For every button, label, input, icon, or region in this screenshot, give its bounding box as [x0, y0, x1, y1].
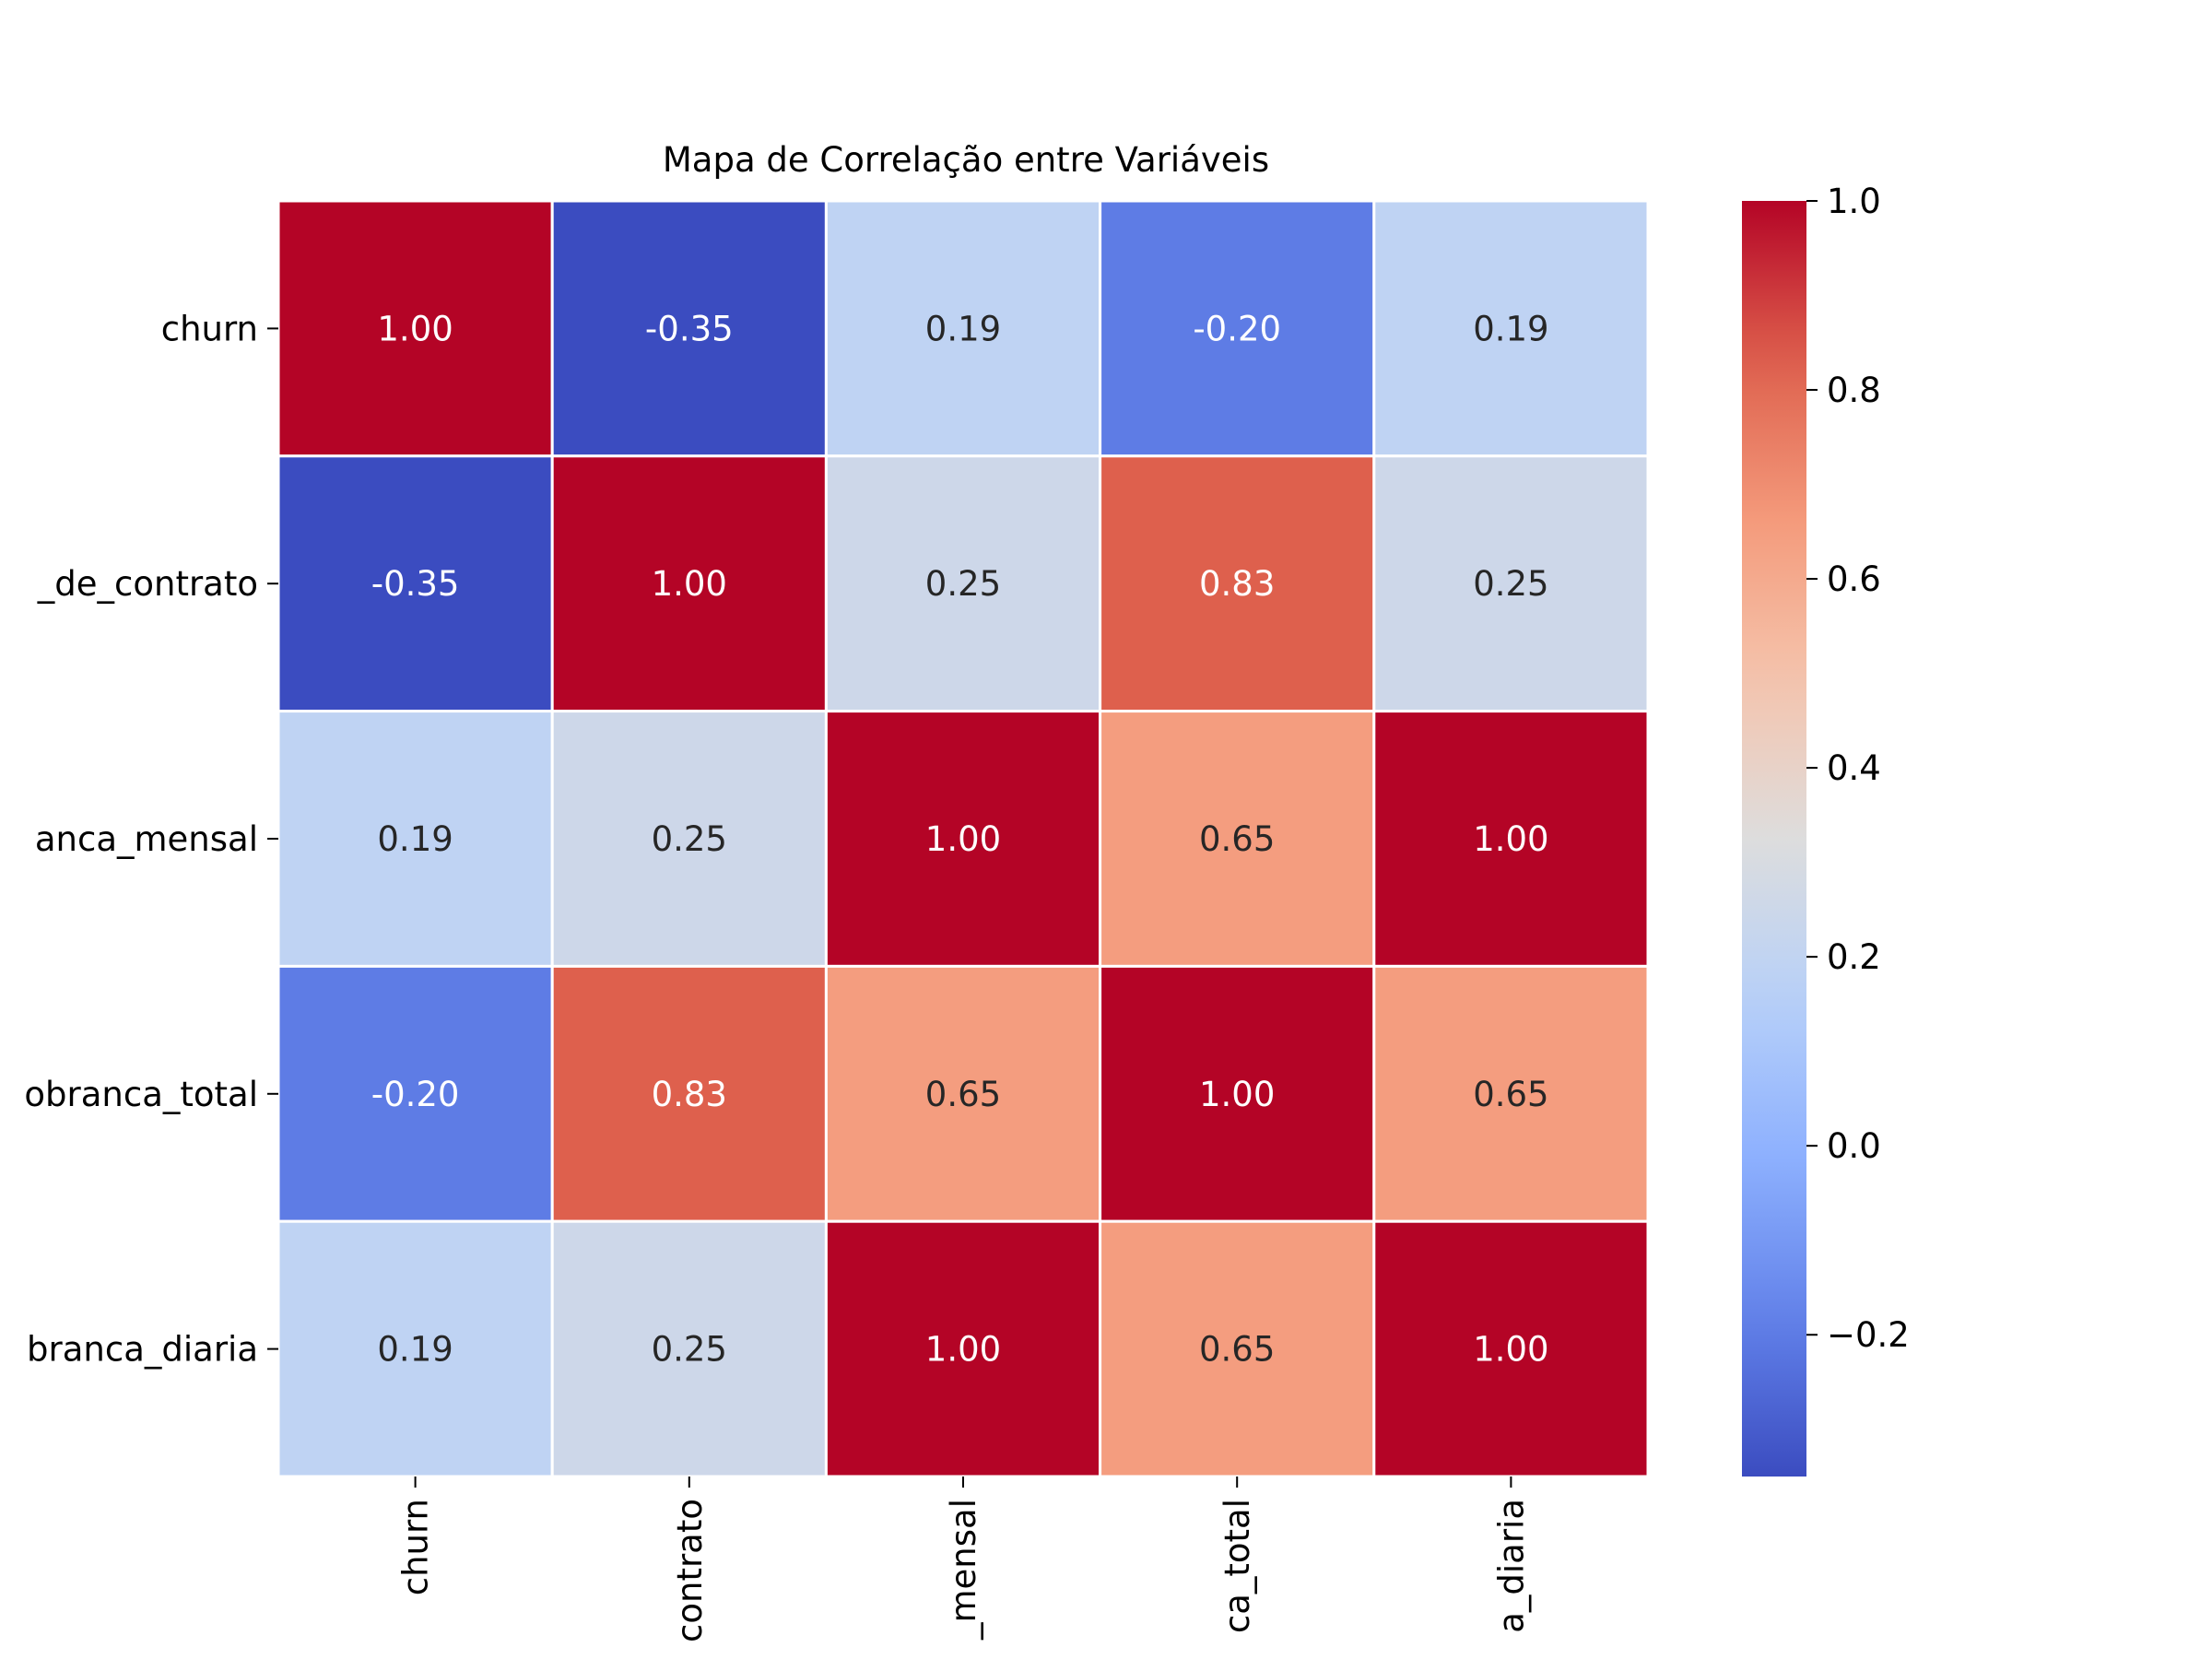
- colorbar-tick-label-1: 0.0: [1827, 1126, 1881, 1166]
- cell-value-label-r4-c4: 1.00: [1473, 1330, 1548, 1370]
- y-axis-tick-labels: churn _de_contrato anca_mensal obranca_tota…: [24, 309, 278, 1370]
- y-tick-label-0: churn: [161, 309, 258, 348]
- cell-value-label-r2-c3: 0.65: [1199, 819, 1275, 859]
- heatmap-cell-r4-c2: [824, 1219, 1102, 1478]
- y-tick-label-1: _de_contrato: [37, 564, 258, 604]
- cell-value-label-r1-c0: -0.35: [371, 564, 460, 604]
- cell-value-label-r3-c0: -0.20: [371, 1075, 460, 1114]
- cell-value-label-r4-c1: 0.25: [652, 1330, 727, 1370]
- y-tick-label-2: anca_mensal: [35, 819, 258, 859]
- heatmap-cell-r0-c2: [824, 199, 1102, 458]
- y-tick-label-4: branca_diaria: [27, 1330, 258, 1370]
- heatmap-cell-r0-c3: [1099, 199, 1376, 458]
- heatmap-cell-r2-c4: [1372, 710, 1650, 968]
- x-tick-label-2: _mensal: [944, 1499, 983, 1641]
- cell-value-label-r4-c2: 1.00: [925, 1330, 1001, 1370]
- colorbar-tick-label-3: 0.4: [1827, 748, 1881, 788]
- heatmap-cells: 1.00 -0.35 0.19 -0.20 0.19 -0.35 1.00 0.25 0.83 0…: [276, 199, 1650, 1478]
- cell-value-label-r0-c0: 1.00: [377, 309, 453, 348]
- cell-value-label-r2-c2: 1.00: [925, 819, 1001, 859]
- heatmap-cell-r4-c0: [276, 1219, 554, 1478]
- heatmap-cell-r3-c2: [824, 964, 1102, 1223]
- cell-value-label-r2-c1: 0.25: [652, 819, 727, 859]
- heatmap-cell-r0-c1: [550, 199, 828, 458]
- colorbar-tick-label-6: 1.0: [1827, 182, 1881, 221]
- heatmap-cell-r1-c4: [1372, 454, 1650, 713]
- heatmap-cell-r3-c4: [1372, 964, 1650, 1223]
- cell-value-label-r0-c1: -0.35: [645, 309, 734, 348]
- chart-title: Mapa de Correlação entre Variáveis: [663, 140, 1269, 180]
- cell-value-label-r3-c3: 1.00: [1199, 1075, 1275, 1114]
- colorbar-tick-label-2: 0.2: [1827, 937, 1881, 977]
- cell-value-label-r1-c3: 0.83: [1199, 564, 1275, 604]
- heatmap-cell-r0-c4: [1372, 199, 1650, 458]
- cell-value-label-r3-c2: 0.65: [925, 1075, 1001, 1114]
- cell-value-label-r4-c0: 0.19: [377, 1330, 453, 1370]
- x-tick-label-0: churn: [396, 1499, 436, 1595]
- x-tick-label-1: contrato: [670, 1499, 710, 1642]
- heatmap-cell-r4-c1: [550, 1219, 828, 1478]
- cell-value-label-r0-c4: 0.19: [1473, 309, 1548, 348]
- heatmap-cell-r1-c0: [276, 454, 554, 713]
- cell-value-label-r1-c1: 1.00: [652, 564, 727, 604]
- x-tick-label-3: ca_total: [1218, 1499, 1257, 1633]
- colorbar: −0.2 0.0 0.2 0.4 0.6 0.8 1.0: [1742, 182, 1910, 1477]
- colorbar-gradient: [1742, 201, 1806, 1477]
- heatmap-cell-r2-c2: [824, 710, 1102, 968]
- heatmap-cell-r0-c0: [276, 199, 554, 458]
- colorbar-tick-label-4: 0.6: [1827, 559, 1881, 599]
- cell-value-label-r0-c3: -0.20: [1193, 309, 1281, 348]
- colorbar-tick-label-0: −0.2: [1827, 1315, 1910, 1355]
- cell-value-label-r2-c0: 0.19: [377, 819, 453, 859]
- heatmap-cell-r3-c3: [1099, 964, 1376, 1223]
- colorbar-tick-label-5: 0.8: [1827, 371, 1881, 410]
- heatmap-cell-r4-c4: [1372, 1219, 1650, 1478]
- heatmap-cell-r1-c2: [824, 454, 1102, 713]
- heatmap-cell-r2-c1: [550, 710, 828, 968]
- cell-value-label-r3-c1: 0.83: [652, 1075, 727, 1114]
- cell-value-label-r4-c3: 0.65: [1199, 1330, 1275, 1370]
- heatmap-cell-r2-c3: [1099, 710, 1376, 968]
- x-axis-tick-labels: churn contrato _mensal ca_total a_diaria: [396, 1477, 1531, 1642]
- cell-value-label-r1-c2: 0.25: [925, 564, 1001, 604]
- cell-value-label-r0-c2: 0.19: [925, 309, 1001, 348]
- heatmap-cell-r3-c1: [550, 964, 828, 1223]
- cell-value-label-r1-c4: 0.25: [1473, 564, 1548, 604]
- x-tick-label-4: a_diaria: [1491, 1499, 1531, 1633]
- y-tick-label-3: obranca_total: [24, 1075, 258, 1114]
- cell-value-label-r3-c4: 0.65: [1473, 1075, 1548, 1114]
- cell-value-label-r2-c4: 1.00: [1473, 819, 1548, 859]
